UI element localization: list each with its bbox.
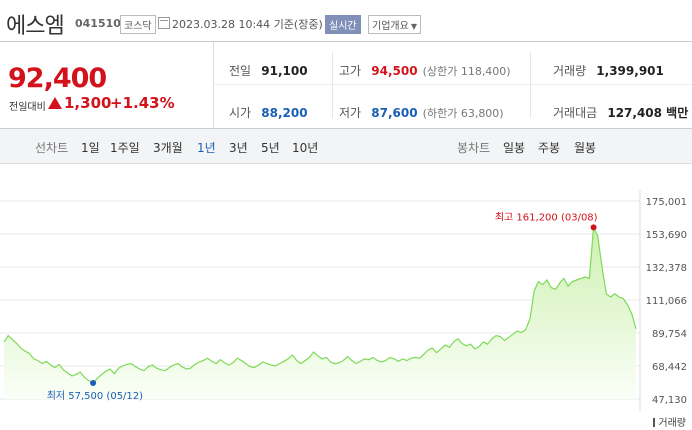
- tab-1y[interactable]: 1년: [197, 141, 216, 155]
- stat-prev-close: 전일 91,100: [229, 64, 308, 78]
- max-label: 최고 161,200 (03/08): [495, 211, 598, 223]
- price-area: [4, 227, 636, 399]
- calendar-icon: [158, 17, 170, 29]
- divider: [213, 84, 692, 85]
- y-tick-label: 47,130: [652, 395, 687, 406]
- tab-3m[interactable]: 3개월: [153, 141, 183, 155]
- min-point: [90, 379, 97, 386]
- divider: [332, 52, 333, 118]
- price-chart: 최고 161,200 (03/08) 최저 57,500 (05/12) 175,…: [0, 190, 687, 412]
- current-price: 92,400: [8, 63, 107, 94]
- up-triangle-icon: [48, 97, 62, 109]
- timestamp: 2023.03.28 10:44 기준(장중): [172, 18, 323, 31]
- volume-toggle[interactable]: 거래량: [653, 414, 686, 429]
- realtime-button[interactable]: 실시간: [325, 15, 361, 34]
- candle-chart-label: 봉차트: [457, 141, 491, 155]
- tab-10y[interactable]: 10년: [292, 141, 319, 155]
- y-tick-label: 111,066: [646, 296, 687, 307]
- tab-3y[interactable]: 3년: [229, 141, 248, 155]
- stats-panel: [213, 41, 692, 129]
- y-tick-label: 153,690: [646, 230, 687, 241]
- stat-volume: 거래량 1,399,901: [553, 64, 664, 78]
- tab-daily-candle[interactable]: 일봉: [503, 141, 526, 155]
- volume-icon: [653, 418, 656, 427]
- tab-1d[interactable]: 1일: [81, 141, 100, 155]
- price-summary-box: [0, 41, 214, 129]
- stock-name: 에스엠: [6, 14, 65, 39]
- chevron-down-icon: ▼: [410, 22, 417, 31]
- stock-code: 041510: [75, 17, 121, 30]
- price-line: [3, 224, 637, 384]
- stat-open: 시가 88,200: [229, 106, 308, 120]
- tab-1w[interactable]: 1주일: [110, 141, 140, 155]
- company-info-dropdown[interactable]: 기업개요 ▼: [368, 15, 421, 34]
- change-label: 전일대비: [9, 102, 46, 113]
- line-chart-label: 선차트: [35, 141, 69, 155]
- tab-weekly-candle[interactable]: 주봉: [538, 141, 561, 155]
- tab-5y[interactable]: 5년: [261, 141, 280, 155]
- y-tick-label: 68,442: [652, 362, 687, 373]
- price-change: 1,300: [48, 94, 111, 112]
- y-tick-label: 89,754: [652, 329, 687, 340]
- market-badge: 코스닥: [120, 15, 156, 34]
- y-tick-label: 175,001: [646, 197, 687, 208]
- stat-high: 고가 94,500 (상한가 118,400): [339, 64, 511, 78]
- min-label: 최저 57,500 (05/12): [47, 390, 143, 402]
- change-percent: +1.43%: [110, 94, 175, 112]
- max-point: [590, 224, 597, 231]
- divider: [530, 52, 531, 118]
- period-tab-bar: [0, 129, 692, 164]
- tab-monthly-candle[interactable]: 월봉: [574, 141, 597, 155]
- y-tick-label: 132,378: [646, 263, 687, 274]
- stat-low: 저가 87,600 (하한가 63,800): [339, 106, 504, 120]
- stat-amount: 거래대금 127,408 백만: [553, 106, 689, 120]
